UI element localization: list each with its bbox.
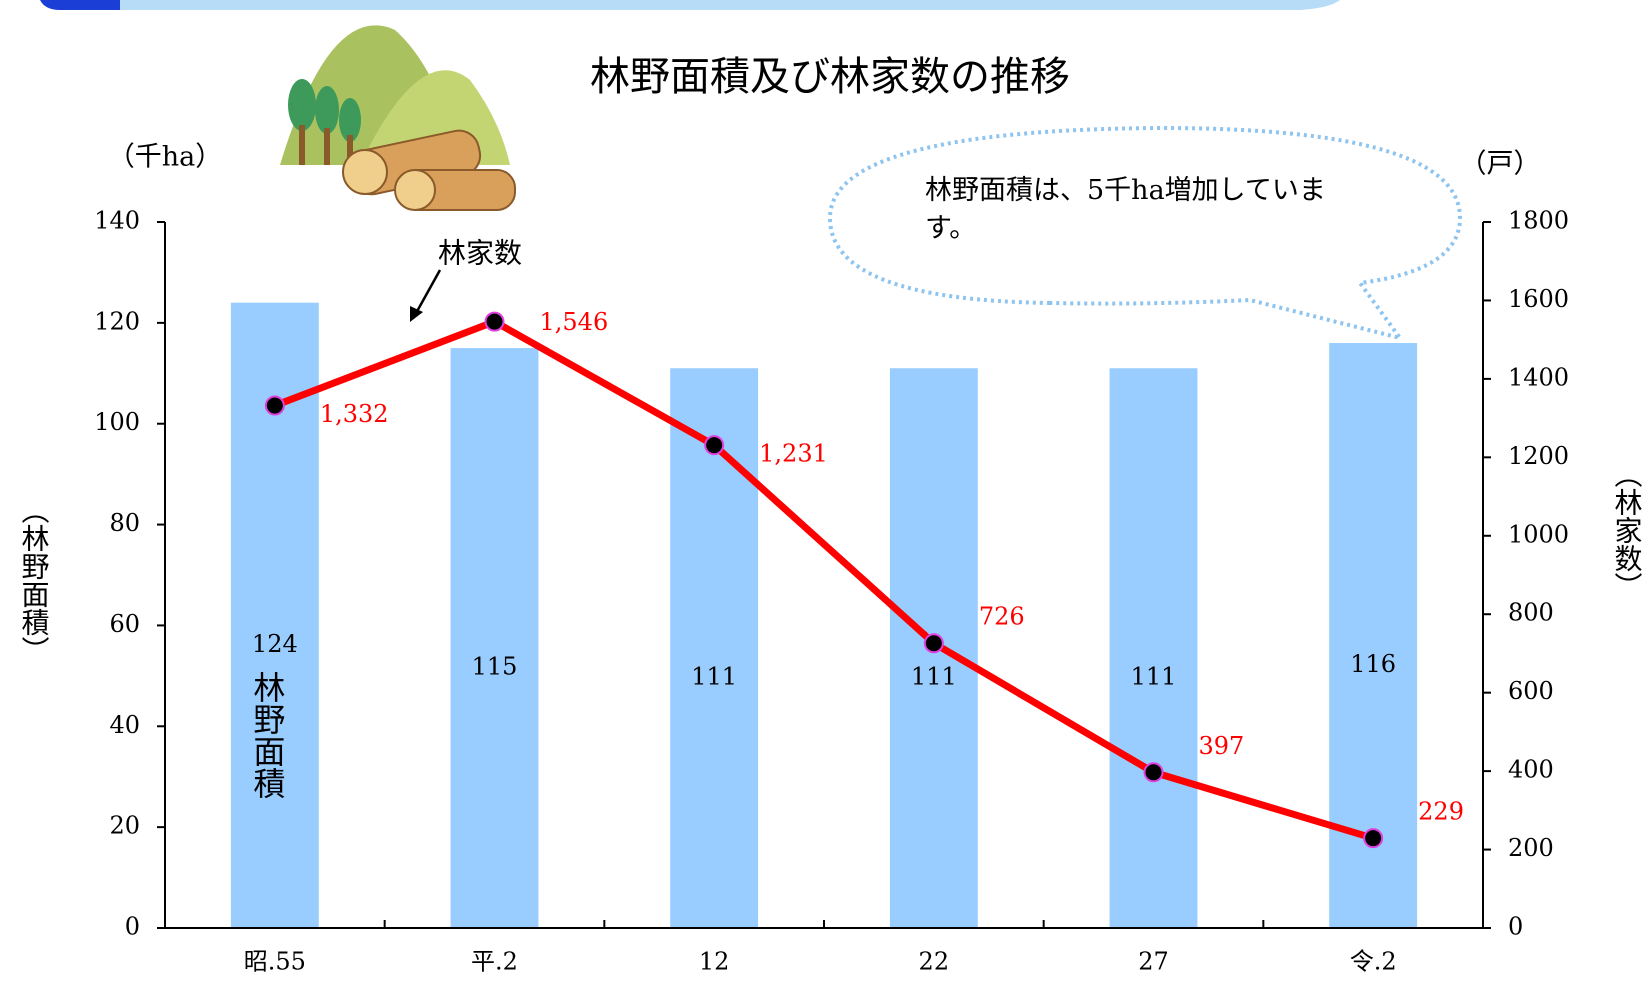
y-tick-label: 60 — [109, 610, 140, 638]
callout-text: 林野面積は、5千ha増加しています。 — [925, 175, 1326, 244]
y2-tick-label: 1400 — [1508, 363, 1569, 391]
banner-accent — [40, 0, 120, 10]
x-tick-label: 27 — [1138, 948, 1169, 976]
line — [273, 318, 1375, 842]
bars: 124 115 111 111 111 116 — [230, 302, 1418, 929]
line-marker — [1143, 762, 1164, 783]
bar — [450, 348, 539, 929]
y-tick-label: 120 — [94, 307, 140, 335]
forest-icon — [280, 25, 516, 211]
line-value-label: 397 — [1199, 732, 1245, 760]
y-axis-label: （林野面積） — [18, 496, 51, 664]
y2-tick-label: 600 — [1508, 677, 1554, 705]
y2-tick-label: 800 — [1508, 599, 1554, 627]
bar — [670, 368, 759, 928]
banner — [40, 0, 1340, 10]
y-tick-label: 80 — [109, 509, 140, 537]
bar — [1109, 368, 1198, 928]
line-annotation: 林家数 — [438, 237, 522, 270]
line-value-label: 726 — [979, 603, 1025, 631]
y-unit: （千ha） — [108, 142, 223, 173]
y2-tick-label: 400 — [1508, 756, 1554, 784]
y-tick-label: 20 — [109, 812, 140, 840]
line-layer: 1,332 1,546 1,231 726 397 229 — [264, 308, 1464, 849]
y2-tick-label: 1000 — [1508, 520, 1569, 548]
callout-box: 林野面積は、5千ha増加しています。 — [925, 175, 1326, 244]
y2-tick-label: 1600 — [1508, 285, 1569, 313]
x-tick-label: 昭.55 — [244, 948, 306, 976]
y-tick-label: 100 — [94, 408, 140, 436]
bar-annotation: 林野面積 — [248, 671, 286, 799]
y2-tick-label: 200 — [1508, 834, 1554, 862]
y2-axis-label: （林家数） — [1611, 460, 1644, 600]
y-tick-label: 0 — [125, 913, 140, 941]
y-tick-label: 140 — [94, 207, 140, 235]
bar-value-label: 115 — [472, 653, 518, 681]
annotation-arrowhead — [410, 306, 423, 322]
line-value-label: 1,332 — [320, 400, 389, 428]
x-tick-label: 12 — [699, 948, 730, 976]
y2-unit: （戸） — [1460, 149, 1541, 180]
y-tick-label: 40 — [109, 711, 140, 739]
line-marker — [264, 395, 285, 416]
chart-title: 林野面積及び林家数の推移 — [590, 54, 1070, 100]
y2-tick-label: 0 — [1508, 913, 1523, 941]
bar-value-label: 124 — [252, 630, 298, 658]
bar-value-label: 111 — [1131, 663, 1177, 691]
line-marker — [1363, 828, 1384, 849]
line-value-label: 1,546 — [540, 308, 609, 336]
x-tick-label: 平.2 — [471, 948, 518, 976]
callout: 林野面積は、5千ha増加しています。 — [827, 125, 1463, 342]
line-value-label: 229 — [1418, 798, 1464, 826]
bar-value-label: 111 — [691, 663, 737, 691]
bar-value-label: 111 — [911, 663, 957, 691]
y2-tick-label: 1800 — [1508, 207, 1569, 235]
line-marker — [704, 435, 725, 456]
x-tick-label: 令.2 — [1350, 948, 1397, 976]
line-marker — [923, 633, 944, 654]
line-value-label: 1,231 — [759, 440, 828, 468]
annotation-arrow — [413, 269, 442, 316]
x-tick-label: 22 — [919, 948, 950, 976]
y2-tick-label: 1200 — [1508, 442, 1569, 470]
line-marker — [484, 311, 505, 332]
bar-value-label: 116 — [1350, 650, 1396, 678]
